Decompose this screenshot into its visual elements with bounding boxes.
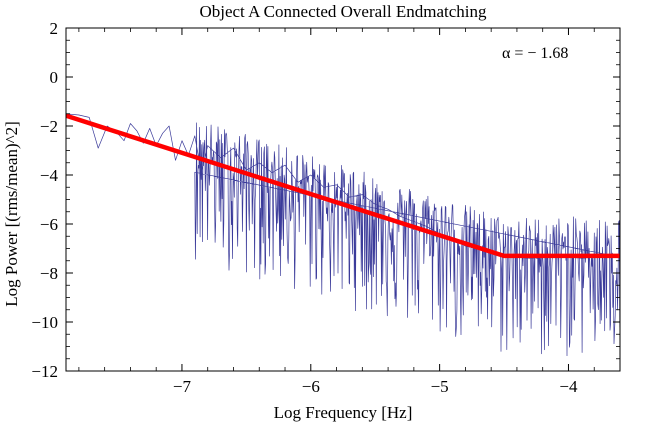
tick-layer: −7 −6 −5 −4 2 0 −2 −4 −6 −8 −10 −12 [31, 19, 621, 396]
y-tick-label: −10 [31, 313, 58, 332]
chart-title: Object A Connected Overall Endmatching [199, 2, 487, 21]
power-spectrum-series [66, 113, 620, 357]
plot-data-layer [66, 113, 620, 357]
x-tick-label: −6 [302, 377, 320, 396]
y-tick-label: 2 [50, 19, 59, 38]
x-tick-label: −7 [173, 377, 192, 396]
y-tick-label: −12 [31, 362, 58, 381]
chart-annotation-alpha: α = − 1.68 [502, 45, 568, 62]
y-axis-label: Log Power [(rms/mean)^2] [2, 121, 21, 306]
fit-line-series [66, 113, 620, 259]
y-tick-label: −6 [40, 215, 58, 234]
y-tick-label: −8 [40, 264, 58, 283]
y-tick-label: 0 [50, 68, 59, 87]
x-axis-label: Log Frequency [Hz] [274, 403, 413, 422]
y-tick-label: −4 [40, 166, 59, 185]
y-tick-label: −2 [40, 117, 58, 136]
x-tick-label: −5 [431, 377, 449, 396]
x-tick-label: −4 [559, 377, 578, 396]
